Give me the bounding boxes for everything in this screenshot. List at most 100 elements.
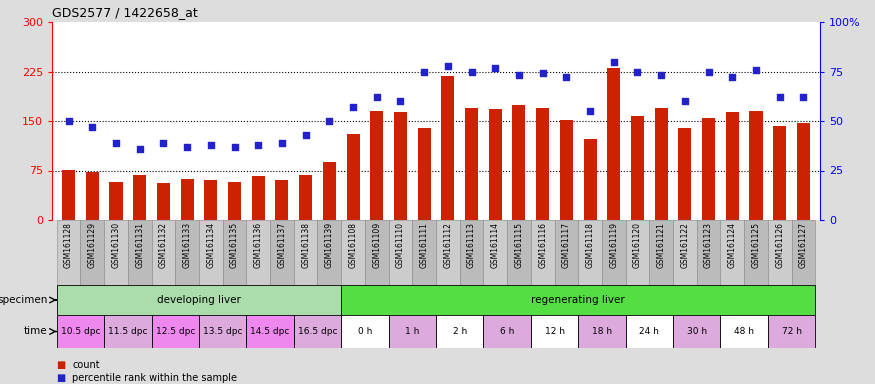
Text: 12 h: 12 h: [544, 327, 564, 336]
Bar: [797, 123, 810, 220]
Point: [583, 108, 597, 114]
Text: 72 h: 72 h: [781, 327, 802, 336]
Text: GSM161139: GSM161139: [325, 222, 334, 268]
Bar: [294, 315, 341, 348]
Bar: [531, 315, 578, 348]
Text: regenerating liver: regenerating liver: [531, 295, 625, 305]
Text: GSM161123: GSM161123: [704, 222, 713, 268]
Text: 24 h: 24 h: [640, 327, 659, 336]
Bar: [104, 220, 128, 285]
Bar: [483, 220, 508, 285]
Bar: [507, 220, 531, 285]
Text: 0 h: 0 h: [358, 327, 372, 336]
Bar: [607, 68, 620, 220]
Text: developing liver: developing liver: [157, 295, 241, 305]
Bar: [388, 315, 436, 348]
Point: [204, 142, 218, 148]
Text: GSM161135: GSM161135: [230, 222, 239, 268]
Bar: [536, 108, 550, 220]
Text: GSM161138: GSM161138: [301, 222, 310, 268]
Bar: [678, 127, 691, 220]
Bar: [294, 220, 318, 285]
Bar: [673, 220, 696, 285]
Bar: [199, 315, 247, 348]
Point: [133, 146, 147, 152]
Bar: [222, 220, 247, 285]
Bar: [323, 162, 336, 220]
Bar: [341, 220, 365, 285]
Point: [559, 74, 573, 81]
Bar: [346, 134, 360, 220]
Point: [441, 63, 455, 69]
Text: 12.5 dpc: 12.5 dpc: [156, 327, 195, 336]
Text: GSM161110: GSM161110: [396, 222, 405, 268]
Bar: [459, 220, 483, 285]
Point: [512, 73, 526, 79]
Bar: [768, 220, 792, 285]
Text: GSM161134: GSM161134: [206, 222, 215, 268]
Point: [370, 94, 384, 100]
Text: GSM161114: GSM161114: [491, 222, 500, 268]
Bar: [441, 76, 454, 220]
Point: [322, 118, 336, 124]
Bar: [602, 220, 626, 285]
Text: count: count: [72, 360, 100, 370]
Bar: [673, 315, 720, 348]
Bar: [436, 220, 459, 285]
Bar: [702, 118, 715, 220]
Bar: [489, 109, 501, 220]
Text: GSM161120: GSM161120: [633, 222, 642, 268]
Bar: [109, 182, 123, 220]
Bar: [247, 220, 270, 285]
Text: GSM161121: GSM161121: [656, 222, 666, 268]
Bar: [584, 139, 597, 220]
Bar: [412, 220, 436, 285]
Bar: [792, 220, 816, 285]
Point: [180, 144, 194, 150]
Bar: [80, 220, 104, 285]
Bar: [175, 220, 199, 285]
Point: [298, 132, 312, 138]
Bar: [649, 220, 673, 285]
Bar: [157, 183, 170, 220]
Point: [606, 58, 620, 65]
Point: [654, 73, 668, 79]
Bar: [725, 113, 738, 220]
Text: GSM161132: GSM161132: [159, 222, 168, 268]
Point: [631, 68, 645, 74]
Point: [109, 140, 123, 146]
Bar: [151, 220, 175, 285]
Point: [536, 70, 550, 76]
Text: GSM161118: GSM161118: [585, 222, 595, 268]
Text: GSM161116: GSM161116: [538, 222, 547, 268]
Text: 1 h: 1 h: [405, 327, 419, 336]
Bar: [57, 315, 104, 348]
Bar: [696, 220, 720, 285]
Text: 16.5 dpc: 16.5 dpc: [298, 327, 337, 336]
Bar: [631, 116, 644, 220]
Point: [678, 98, 692, 104]
Bar: [436, 315, 483, 348]
Text: percentile rank within the sample: percentile rank within the sample: [72, 373, 237, 383]
Bar: [341, 315, 388, 348]
Bar: [299, 175, 312, 220]
Point: [251, 142, 265, 148]
Point: [488, 65, 502, 71]
Text: ■: ■: [56, 360, 66, 370]
Bar: [555, 220, 578, 285]
Bar: [199, 220, 222, 285]
Text: GSM161128: GSM161128: [64, 222, 74, 268]
Bar: [578, 315, 626, 348]
Text: GSM161136: GSM161136: [254, 222, 262, 268]
Bar: [720, 220, 744, 285]
Bar: [128, 220, 151, 285]
Bar: [57, 285, 341, 315]
Bar: [228, 182, 241, 220]
Text: GSM161111: GSM161111: [420, 222, 429, 268]
Bar: [247, 315, 294, 348]
Bar: [276, 180, 289, 220]
Bar: [774, 126, 787, 220]
Bar: [57, 220, 80, 285]
Text: GSM161127: GSM161127: [799, 222, 808, 268]
Bar: [270, 220, 294, 285]
